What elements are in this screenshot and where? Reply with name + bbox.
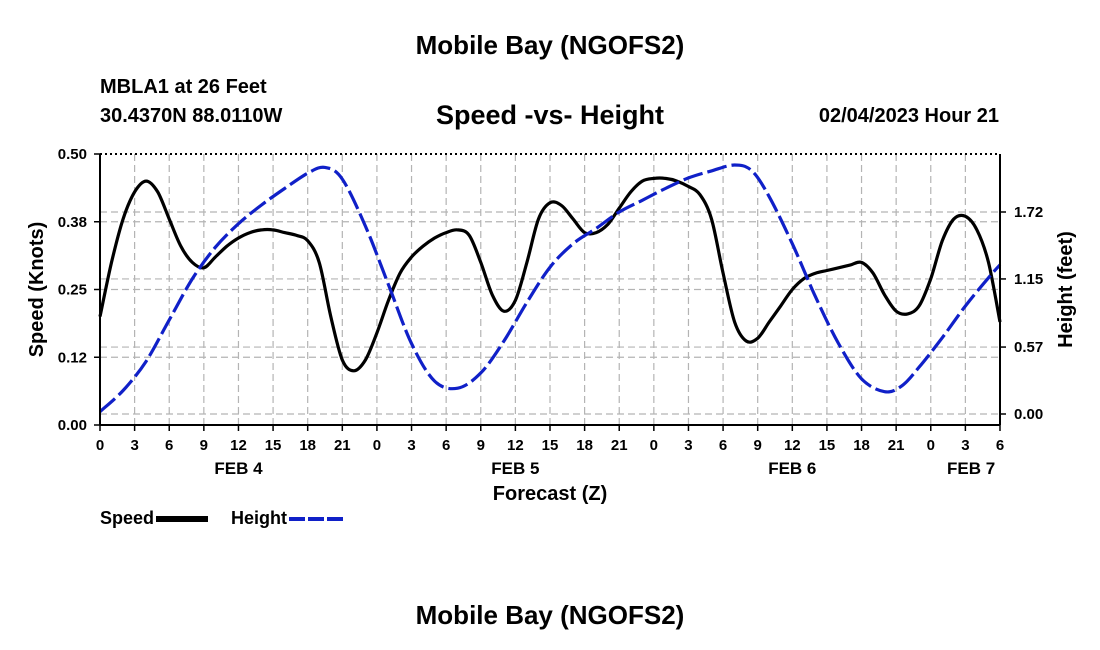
x-tick-label: 6 xyxy=(165,437,173,454)
legend-label-speed: Speed xyxy=(100,508,155,528)
x-tick-label: 6 xyxy=(719,437,727,454)
x-tick-label: 9 xyxy=(477,437,485,454)
y-tick-label: 0.38 xyxy=(58,214,87,231)
series-line-speed xyxy=(98,176,1002,373)
x-tick-label: 3 xyxy=(130,437,138,454)
y-tick-label: 0.12 xyxy=(58,349,87,366)
y-right-tick-label: 1.15 xyxy=(1014,271,1043,288)
grid-lines xyxy=(100,154,1000,425)
x-tick-label: 15 xyxy=(819,437,836,454)
date-label: FEB 5 xyxy=(491,459,539,478)
x-tick-label: 12 xyxy=(230,437,247,454)
station-name: MBLA1 at 26 Feet xyxy=(100,76,267,98)
x-tick-label: 9 xyxy=(754,437,762,454)
y-right-tick-label: 1.72 xyxy=(1014,204,1043,221)
date-label: FEB 6 xyxy=(768,459,816,478)
x-tick-label: 18 xyxy=(576,437,593,454)
x-tick-label: 12 xyxy=(784,437,801,454)
x-tick-label: 0 xyxy=(96,437,104,454)
y-right-axis-label: Height (feet) xyxy=(1055,231,1077,348)
x-tick-label: 18 xyxy=(299,437,316,454)
y-tick-label: 0.50 xyxy=(58,146,87,163)
main-title: Mobile Bay (NGOFS2) xyxy=(415,30,685,60)
x-tick-label: 18 xyxy=(853,437,870,454)
legend-label-height: Height xyxy=(231,508,288,528)
x-tick-label: 15 xyxy=(265,437,282,454)
series-lines xyxy=(98,163,1002,413)
x-tick-label: 6 xyxy=(442,437,450,454)
x-tick-label: 21 xyxy=(611,437,628,454)
y-right-tick-label: 0.00 xyxy=(1014,406,1043,423)
forecast-datetime: 02/04/2023 Hour 21 xyxy=(818,105,999,127)
x-tick-label: 3 xyxy=(684,437,692,454)
x-tick-label: 9 xyxy=(200,437,208,454)
y-tick-label: 0.00 xyxy=(58,417,87,434)
y-tick-label: 0.25 xyxy=(58,282,87,299)
date-label: FEB 7 xyxy=(947,459,995,478)
series-line-height xyxy=(98,163,1002,413)
chart-title: Speed -vs- Height xyxy=(435,100,665,130)
x-tick-label: 0 xyxy=(650,437,658,454)
x-tick-label: 21 xyxy=(334,437,351,454)
legend-swatch-height xyxy=(289,516,344,521)
x-tick-label: 0 xyxy=(373,437,381,454)
legend-swatch-speed xyxy=(156,515,209,522)
x-tick-label: 3 xyxy=(407,437,415,454)
x-tick-label: 21 xyxy=(888,437,905,454)
legend-item-speed: Speed xyxy=(100,508,209,529)
x-tick-label: 0 xyxy=(927,437,935,454)
station-coordinates: 30.4370N 88.0110W xyxy=(100,105,283,127)
x-axis-label: Forecast (Z) xyxy=(493,483,607,505)
legend-item-height: Height xyxy=(231,508,344,529)
y-right-tick-label: 0.57 xyxy=(1014,339,1043,356)
axes-labels: 0 3 6 9 12 15 18 21 0 3 6 9 12 15 18 21 0 3 6 9 12 15 18 21 0 3 6F… xyxy=(26,146,1077,505)
date-label: FEB 4 xyxy=(214,459,263,478)
x-tick-label: 3 xyxy=(961,437,969,454)
x-tick-label: 12 xyxy=(507,437,524,454)
x-tick-label: 15 xyxy=(542,437,559,454)
legend: Speed Height xyxy=(100,508,361,529)
bottom-title: Mobile Bay (NGOFS2) xyxy=(415,600,685,630)
y-axis-label: Speed (Knots) xyxy=(26,222,48,358)
x-tick-label: 6 xyxy=(996,437,1004,454)
